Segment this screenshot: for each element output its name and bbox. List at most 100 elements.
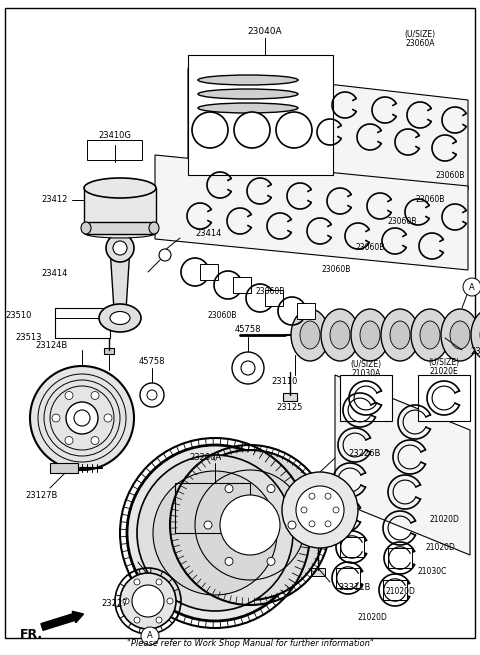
Circle shape	[153, 471, 277, 595]
Ellipse shape	[411, 309, 449, 361]
Text: 21020E: 21020E	[430, 367, 458, 375]
Circle shape	[113, 241, 127, 255]
Text: 23060B: 23060B	[435, 170, 464, 179]
Circle shape	[282, 472, 358, 548]
Circle shape	[120, 573, 176, 629]
Circle shape	[140, 383, 164, 407]
Ellipse shape	[84, 178, 156, 198]
Text: 23414: 23414	[42, 269, 68, 278]
Text: 23412: 23412	[42, 195, 68, 204]
Bar	[297, 303, 315, 319]
Text: FR.: FR.	[20, 629, 43, 641]
Circle shape	[147, 390, 157, 400]
Circle shape	[463, 278, 480, 296]
Circle shape	[333, 507, 339, 513]
Bar	[383, 580, 407, 600]
Circle shape	[65, 392, 73, 400]
Circle shape	[52, 414, 60, 422]
Circle shape	[127, 445, 303, 621]
Ellipse shape	[198, 75, 298, 85]
Circle shape	[141, 627, 159, 645]
Text: 23410G: 23410G	[98, 130, 132, 140]
Text: 21020D: 21020D	[430, 515, 460, 525]
Text: 21020D: 21020D	[425, 544, 455, 553]
Circle shape	[156, 579, 162, 585]
Circle shape	[74, 410, 90, 426]
Text: 23110: 23110	[272, 377, 298, 386]
Circle shape	[232, 352, 264, 384]
Text: 21020D: 21020D	[358, 612, 388, 622]
Bar	[418, 375, 470, 421]
Bar	[311, 568, 325, 576]
Circle shape	[288, 521, 296, 529]
Circle shape	[225, 485, 233, 493]
Ellipse shape	[420, 321, 440, 349]
Ellipse shape	[81, 222, 91, 234]
Ellipse shape	[360, 321, 380, 349]
Polygon shape	[188, 68, 468, 190]
Text: 23060B: 23060B	[322, 265, 351, 274]
Text: (U/SIZE): (U/SIZE)	[405, 31, 435, 39]
Ellipse shape	[381, 309, 419, 361]
Text: 23060B: 23060B	[207, 310, 237, 320]
Ellipse shape	[198, 89, 298, 99]
Text: 23060B: 23060B	[388, 217, 418, 227]
Text: 23060B: 23060B	[255, 288, 285, 297]
Circle shape	[156, 617, 162, 623]
Polygon shape	[155, 155, 468, 270]
Circle shape	[167, 598, 173, 604]
Ellipse shape	[110, 312, 130, 324]
Text: 23414: 23414	[195, 229, 221, 238]
Ellipse shape	[149, 222, 159, 234]
Ellipse shape	[291, 309, 329, 361]
Circle shape	[267, 557, 275, 565]
Bar	[340, 375, 392, 421]
Circle shape	[137, 455, 293, 611]
Ellipse shape	[321, 309, 359, 361]
Circle shape	[301, 507, 307, 513]
Ellipse shape	[84, 228, 156, 238]
Text: 23040A: 23040A	[248, 28, 282, 37]
Ellipse shape	[300, 321, 320, 349]
Circle shape	[134, 579, 140, 585]
Bar	[233, 277, 251, 293]
Text: (U/SIZE): (U/SIZE)	[429, 358, 459, 367]
Text: 23124B: 23124B	[36, 341, 68, 350]
Text: (U/SIZE): (U/SIZE)	[350, 360, 382, 369]
Text: 23226B: 23226B	[348, 449, 380, 457]
Text: 23513: 23513	[15, 333, 42, 343]
Circle shape	[325, 493, 331, 499]
Ellipse shape	[330, 321, 350, 349]
Bar	[265, 290, 283, 306]
Text: 23060A: 23060A	[405, 39, 435, 48]
Circle shape	[91, 436, 99, 445]
Ellipse shape	[441, 309, 479, 361]
Text: 23060B: 23060B	[356, 244, 385, 252]
Ellipse shape	[390, 321, 410, 349]
Circle shape	[276, 112, 312, 148]
Text: 45758: 45758	[139, 358, 165, 367]
Polygon shape	[335, 375, 470, 555]
Text: 23227: 23227	[102, 599, 128, 607]
Text: 21030A: 21030A	[351, 369, 381, 379]
Circle shape	[296, 486, 344, 534]
Circle shape	[225, 557, 233, 565]
Ellipse shape	[99, 304, 141, 332]
Circle shape	[132, 585, 164, 617]
Circle shape	[159, 249, 171, 261]
Bar	[87, 140, 142, 160]
Bar	[84, 188, 156, 233]
Circle shape	[309, 521, 315, 527]
Circle shape	[241, 361, 255, 375]
Text: 23127B: 23127B	[26, 491, 58, 500]
Text: 23311B: 23311B	[338, 584, 371, 593]
Text: 21020D: 21020D	[385, 588, 415, 597]
Text: A: A	[147, 631, 153, 641]
Circle shape	[204, 521, 212, 529]
Circle shape	[91, 392, 99, 400]
Text: 23125: 23125	[277, 403, 303, 413]
Bar	[336, 568, 360, 588]
Circle shape	[104, 414, 112, 422]
Text: 23060B: 23060B	[415, 195, 444, 204]
Circle shape	[175, 450, 325, 600]
